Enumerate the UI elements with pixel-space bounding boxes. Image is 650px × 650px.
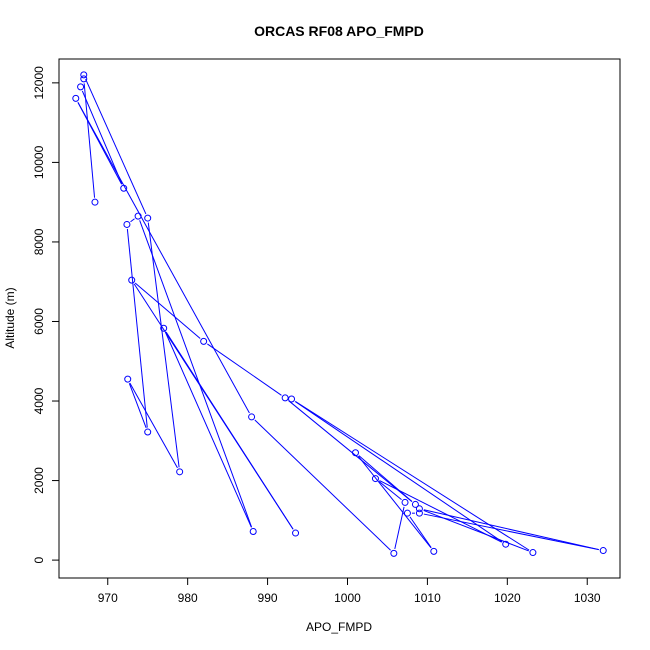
data-point	[72, 94, 80, 102]
data-point	[77, 83, 85, 91]
data-point	[120, 184, 128, 192]
series-line-segment	[357, 455, 432, 549]
x-tick-label: 970	[98, 591, 118, 605]
x-tick-label: 1020	[494, 591, 521, 605]
data-point	[351, 449, 359, 457]
series-line-segment	[379, 480, 502, 543]
data-point	[281, 394, 289, 402]
x-tick-label: 1030	[574, 591, 601, 605]
series-line-segment	[126, 228, 148, 428]
series-line-segment	[295, 401, 530, 551]
series-line-segment	[288, 400, 413, 502]
data-point	[144, 428, 152, 436]
data-point	[80, 71, 88, 79]
series-line-segment	[77, 102, 123, 185]
series-line-segment	[128, 383, 147, 429]
series-line-segment	[423, 513, 599, 551]
data-point	[288, 395, 296, 403]
y-tick-label: 0	[32, 556, 46, 563]
series-line-segment	[165, 332, 252, 528]
data-point	[91, 198, 99, 206]
series-line-segment	[129, 382, 178, 469]
y-tick-label: 8000	[32, 228, 46, 255]
series-line-segment	[85, 78, 147, 215]
chart-title: ORCAS RF08 APO_FMPD	[254, 23, 424, 39]
series-line-segment	[423, 509, 529, 552]
data-point	[80, 75, 88, 83]
series-line-segment	[83, 83, 96, 198]
series-line-segment	[394, 506, 405, 550]
data-point	[411, 500, 419, 508]
data-point	[249, 527, 257, 535]
x-axis-label: APO_FMPD	[306, 620, 372, 634]
data-point	[401, 498, 409, 506]
series-layer	[72, 71, 607, 557]
series-line-segment	[294, 401, 503, 543]
data-point	[390, 549, 398, 557]
data-point	[415, 509, 423, 517]
y-axis: 0 2000 4000 6000 8000 10000 12000	[32, 66, 59, 563]
series-line-segment	[378, 481, 402, 500]
series-line-segment	[139, 220, 253, 528]
data-point	[128, 276, 136, 284]
series-line-segment	[358, 455, 413, 502]
x-tick-label: 980	[178, 591, 198, 605]
data-point	[502, 540, 510, 548]
y-tick-label: 6000	[32, 308, 46, 335]
series-line-segment	[77, 102, 250, 414]
data-point	[176, 468, 184, 476]
data-point	[292, 529, 300, 537]
series-line-segment	[134, 282, 201, 339]
x-tick-label: 990	[258, 591, 278, 605]
data-point	[529, 549, 537, 557]
y-tick-label: 12000	[32, 66, 46, 100]
data-point	[599, 547, 607, 555]
series-line-segment	[133, 283, 294, 530]
data-point	[248, 413, 256, 421]
data-point	[134, 212, 142, 220]
data-point	[430, 547, 438, 555]
x-tick-label: 1010	[414, 591, 441, 605]
data-point	[144, 214, 152, 222]
data-point	[123, 220, 131, 228]
series-line-segment	[81, 90, 123, 185]
series-line-segment	[207, 343, 282, 396]
y-tick-label: 2000	[32, 467, 46, 494]
y-tick-label: 10000	[32, 145, 46, 179]
data-point	[200, 337, 208, 345]
data-point	[371, 475, 379, 483]
series-line-segment	[147, 222, 180, 468]
y-axis-label: Altitude (m)	[3, 287, 17, 348]
data-point	[415, 505, 423, 513]
series-line-segment	[130, 218, 135, 223]
x-axis: 970 980 990 1000 1010 1020 1030	[98, 578, 601, 605]
data-point	[160, 324, 168, 332]
plot-frame	[58, 58, 621, 579]
data-point	[403, 509, 411, 517]
series-line-segment	[254, 419, 391, 551]
series-line-segment	[423, 509, 599, 551]
y-tick-label: 4000	[32, 387, 46, 414]
data-point	[124, 375, 132, 383]
series-line-segment	[409, 516, 432, 548]
x-tick-label: 1000	[334, 591, 361, 605]
